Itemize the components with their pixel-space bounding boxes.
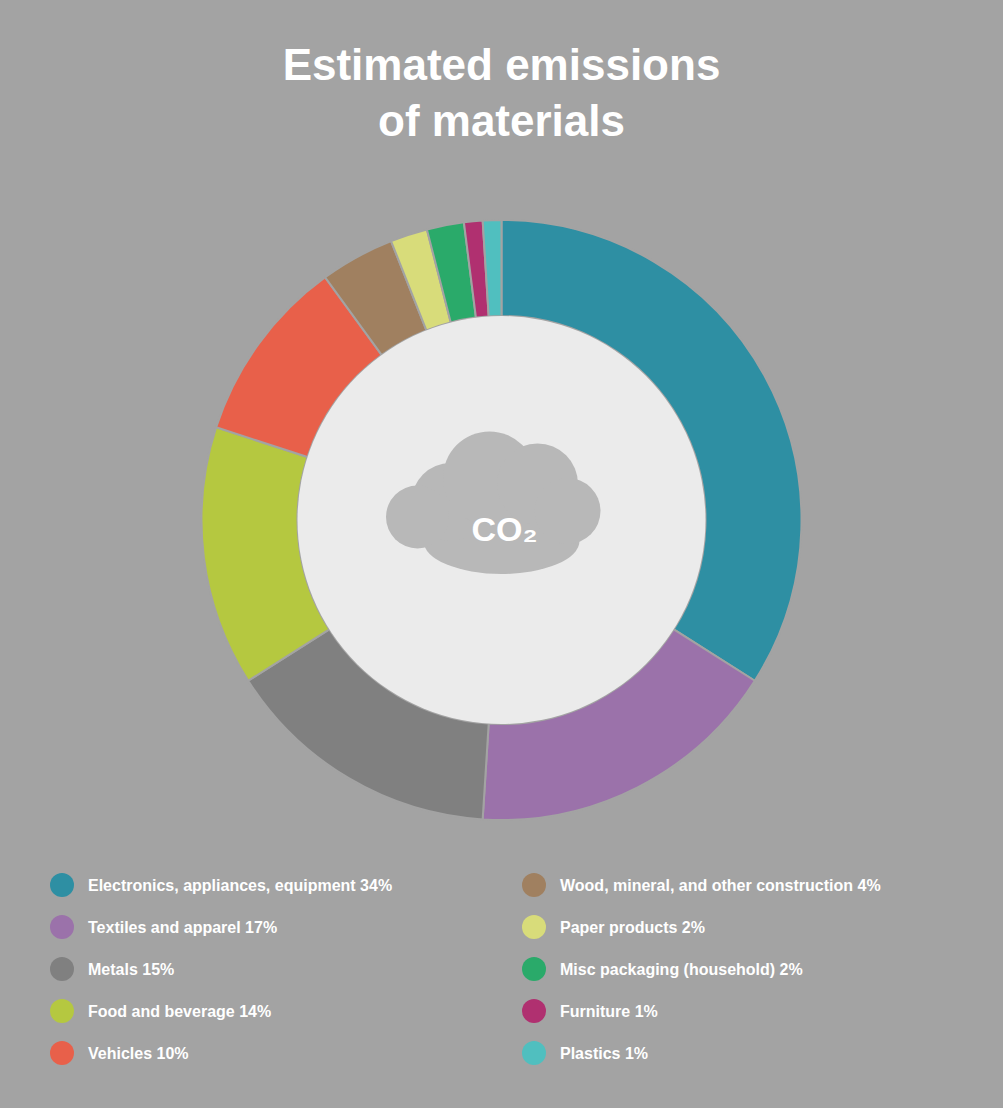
title-line: of materials [378, 96, 625, 145]
legend-swatch [522, 1041, 546, 1065]
legend-label: Misc packaging (household) 2% [560, 961, 803, 978]
title-line: Estimated emissions [283, 40, 721, 89]
legend-swatch [50, 1041, 74, 1065]
center [298, 316, 706, 724]
legend-label: Vehicles 10% [88, 1045, 189, 1062]
legend-swatch [50, 873, 74, 897]
legend-swatch [522, 915, 546, 939]
cloud-part [386, 486, 449, 549]
legend-label: Textiles and apparel 17% [88, 919, 277, 936]
legend-swatch [522, 999, 546, 1023]
legend-swatch [50, 915, 74, 939]
legend-label: Food and beverage 14% [88, 1003, 271, 1020]
legend-label: Metals 15% [88, 961, 174, 978]
legend-swatch [522, 873, 546, 897]
legend-swatch [50, 957, 74, 981]
legend-swatch [522, 957, 546, 981]
cloud-part [535, 478, 601, 544]
chart: Estimated emissions of materials CO₂ Electr… [0, 0, 1003, 1108]
legend-label: Paper products 2% [560, 919, 705, 936]
legend-label: Electronics, appliances, equipment 34% [88, 877, 392, 894]
background [0, 0, 1003, 1108]
legend-swatch [50, 999, 74, 1023]
legend-label: Furniture 1% [560, 1003, 658, 1020]
legend-label: Wood, mineral, and other construction 4% [560, 877, 881, 894]
annotation: CO₂ [471, 510, 537, 548]
slice [483, 220, 502, 316]
legend: Electronics, appliances, equipment 34% Te… [50, 873, 881, 1065]
cloud [386, 432, 601, 575]
title: Estimated emissions of materials [283, 40, 721, 145]
legend-label: Plastics 1% [560, 1045, 648, 1062]
slices [202, 220, 802, 820]
